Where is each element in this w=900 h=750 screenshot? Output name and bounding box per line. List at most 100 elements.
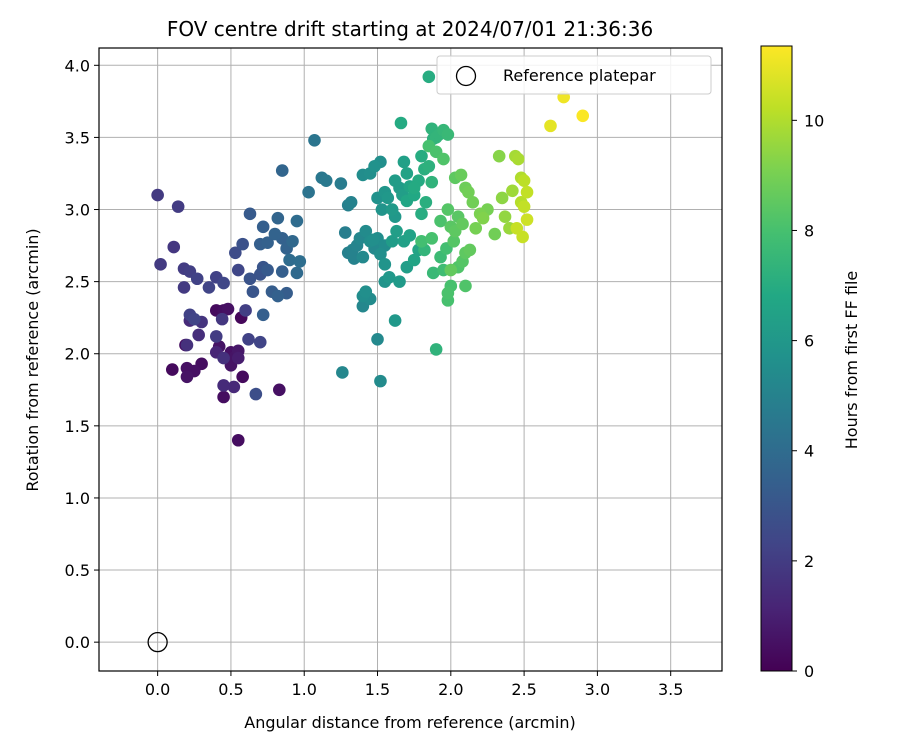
- data-point: [271, 289, 285, 303]
- data-point: [243, 207, 257, 221]
- grid: [99, 48, 722, 671]
- data-point: [261, 263, 274, 277]
- data-point: [239, 304, 252, 317]
- legend-label: Reference platepar: [503, 66, 656, 85]
- data-point: [202, 281, 216, 294]
- data-point: [407, 253, 421, 267]
- data-point: [415, 149, 428, 163]
- data-point: [520, 213, 534, 226]
- data-point: [275, 265, 289, 278]
- data-point: [517, 174, 531, 187]
- data-point: [221, 302, 235, 316]
- data-point: [382, 270, 396, 284]
- data-point: [385, 203, 399, 216]
- data-point: [261, 236, 274, 249]
- data-point: [253, 335, 267, 349]
- data-point: [180, 370, 194, 384]
- data-point: [236, 370, 249, 384]
- data-point: [167, 240, 181, 254]
- data-point: [462, 185, 475, 199]
- data-point: [344, 196, 358, 209]
- data-point: [290, 214, 304, 228]
- colorbar: 0 2 4 6 8 10 Hours from first FF file: [760, 45, 861, 681]
- data-point: [576, 109, 590, 123]
- data-point: [378, 258, 392, 271]
- data-point: [293, 255, 307, 268]
- data-point: [510, 221, 524, 235]
- colorbar-tick-label: 10: [804, 111, 824, 130]
- data-point: [403, 229, 417, 242]
- data-point: [407, 181, 421, 195]
- data-point: [271, 211, 285, 225]
- x-axis-ticks: 0.0 0.5 1.0 1.5 2.0 2.5 3.0 3.5: [145, 671, 683, 699]
- data-point: [246, 285, 260, 299]
- data-point: [498, 210, 512, 224]
- data-point: [385, 234, 399, 248]
- colorbar-frame: [760, 45, 793, 672]
- data-point: [429, 343, 443, 356]
- data-point: [171, 200, 185, 213]
- data-point: [400, 167, 414, 180]
- data-point: [275, 164, 289, 177]
- data-point: [283, 253, 296, 267]
- data-point: [434, 214, 447, 228]
- data-point: [165, 363, 179, 376]
- data-point: [190, 272, 204, 286]
- data-point: [231, 263, 245, 277]
- y-tick-label: 0.5: [65, 561, 90, 580]
- x-tick-label: 3.5: [658, 680, 683, 699]
- data-point: [192, 328, 205, 342]
- data-point: [217, 379, 230, 392]
- y-tick-label: 4.0: [65, 56, 90, 75]
- data-point: [227, 380, 241, 394]
- data-point: [456, 217, 469, 231]
- data-point: [229, 246, 242, 260]
- x-tick-label: 1.0: [291, 680, 316, 699]
- y-axis-ticks: 0.0 0.5 1.0 1.5 2.0 2.5 3.0 3.5 4.0: [65, 56, 99, 652]
- data-point: [319, 174, 333, 187]
- data-point: [447, 234, 461, 248]
- colorbar-tick-label: 0: [804, 662, 814, 681]
- data-point: [359, 224, 373, 238]
- data-point: [308, 133, 321, 147]
- colorbar-tick-label: 4: [804, 442, 814, 461]
- x-tick-label: 1.5: [365, 680, 390, 699]
- colorbar-gradient: [761, 46, 792, 671]
- data-point: [393, 275, 406, 288]
- x-tick-label: 0.0: [145, 680, 170, 699]
- plot-frame: [98, 47, 723, 672]
- data-point: [454, 168, 468, 182]
- data-point: [381, 191, 395, 205]
- data-point: [459, 279, 472, 293]
- data-point: [368, 159, 381, 173]
- data-point: [256, 308, 270, 322]
- y-tick-label: 1.5: [65, 417, 90, 436]
- data-point: [388, 174, 402, 187]
- data-point: [495, 191, 509, 205]
- data-point: [441, 203, 455, 216]
- x-tick-label: 2.0: [438, 680, 463, 699]
- data-point: [180, 338, 194, 352]
- data-point: [366, 233, 380, 247]
- y-tick-label: 0.0: [65, 633, 90, 652]
- data-point: [151, 188, 164, 202]
- data-point: [249, 387, 263, 401]
- colorbar-tick-label: 6: [804, 332, 814, 351]
- data-point: [426, 266, 440, 280]
- data-point: [243, 272, 257, 286]
- data-point: [268, 227, 282, 241]
- data-point: [441, 128, 455, 141]
- data-point: [375, 203, 389, 216]
- data-point: [441, 286, 455, 300]
- data-point: [217, 276, 230, 290]
- data-point: [256, 220, 270, 234]
- data-points: [151, 70, 590, 447]
- data-point: [334, 177, 348, 190]
- y-tick-label: 2.5: [65, 273, 90, 292]
- colorbar-tick-label: 2: [804, 552, 814, 571]
- data-point: [154, 258, 167, 271]
- data-point: [466, 196, 480, 209]
- colorbar-tick-label: 8: [804, 221, 814, 240]
- data-point: [388, 314, 402, 327]
